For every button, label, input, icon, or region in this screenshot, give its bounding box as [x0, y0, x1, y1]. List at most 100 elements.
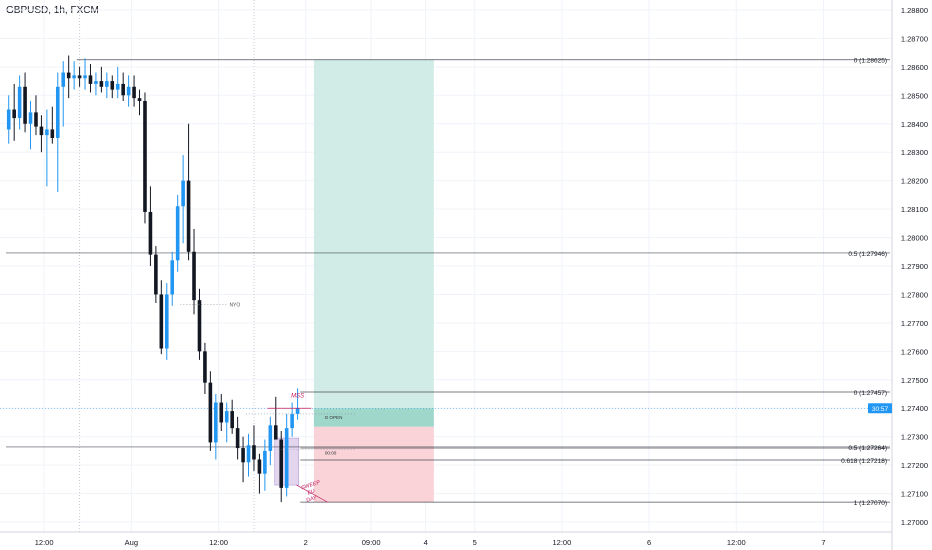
price-tick-label: 1.27400	[901, 404, 928, 413]
time-tick-label: 12:00	[209, 538, 228, 547]
candle-body	[23, 86, 27, 124]
candle-body	[192, 251, 196, 301]
candle-body	[154, 254, 158, 295]
time-tick-label: 2	[304, 538, 308, 547]
candle-body	[208, 382, 213, 443]
candle-body	[94, 81, 98, 84]
candle-body	[50, 129, 55, 138]
mss-label: MSS	[291, 394, 304, 400]
candle-body	[186, 180, 191, 252]
price-tick-label: 1.28200	[901, 177, 928, 186]
candle-body	[83, 75, 87, 79]
sweep-label: EU	[307, 488, 316, 496]
candle-body	[110, 81, 115, 90]
candle-body	[181, 180, 185, 207]
price-tick-label: 1.28700	[901, 34, 928, 43]
fib-level-label: 0.5 (1.27264)	[848, 445, 887, 452]
candles	[6, 55, 300, 503]
candle-body	[246, 445, 251, 463]
candle-body	[105, 81, 109, 87]
candle-body	[148, 211, 153, 255]
time-tick-label: 09:00	[362, 538, 381, 547]
candle-body	[34, 112, 38, 127]
candle-body	[290, 413, 294, 429]
time-tick-label: 5	[473, 538, 477, 547]
candle-body	[12, 109, 16, 119]
fib-level-label: 0 (1.27457)	[854, 390, 887, 397]
fib-levels: 0 (1.28625) 0.5 (1.27946) 0 (1.27457) 0.5 (…	[0, 58, 892, 507]
time-tick-label: 12:00	[727, 538, 746, 547]
price-tick-label: 1.28000	[901, 234, 928, 243]
price-tick-label: 1.27700	[901, 319, 928, 328]
candle-body	[159, 294, 164, 349]
candle-body	[17, 86, 22, 119]
candle-body	[115, 83, 120, 90]
price-tick-label: 1.28600	[901, 63, 928, 72]
price-tick-label: 1.27900	[901, 262, 928, 271]
price-tick-label: 1.27100	[901, 490, 928, 499]
time-tick-label: 7	[821, 538, 825, 547]
candle-body	[164, 294, 169, 349]
candle-body	[273, 425, 278, 440]
candle-body	[224, 411, 229, 423]
candle-body	[55, 86, 60, 138]
price-tick-label: 1.28300	[901, 148, 928, 157]
fib-level-label: 0 (1.28625)	[854, 58, 887, 65]
candle-body	[99, 81, 104, 87]
candle-body	[230, 411, 234, 429]
open-profit-zone	[313, 408, 434, 427]
price-axis-bg	[892, 0, 932, 550]
candle-body	[45, 129, 49, 136]
candle-body	[241, 448, 245, 463]
price-tick-label: 1.27000	[901, 518, 928, 527]
candle-body	[279, 439, 284, 488]
candle-body	[88, 75, 93, 84]
price-badge	[868, 403, 892, 414]
candle-body	[257, 459, 262, 474]
price-tick-label: 1.27800	[901, 290, 928, 299]
price-tick-label: 1.27200	[901, 461, 928, 470]
candle-body	[39, 126, 44, 136]
time-tick-label: 4	[424, 538, 428, 547]
price-tick-label: 1.27300	[901, 433, 928, 442]
price-tick-label: 1.28100	[901, 205, 928, 214]
candle-body	[284, 428, 289, 488]
target-zone	[313, 59, 434, 427]
candle-body	[66, 72, 71, 79]
sweep-label: DAY	[306, 495, 318, 504]
time-tick-label: Aug	[125, 538, 138, 547]
candle-body	[77, 75, 82, 79]
candle-body	[197, 300, 202, 352]
sweep-pointer	[296, 484, 328, 503]
price-badge-label: 30:57	[872, 406, 889, 413]
position-zones	[274, 59, 434, 503]
price-tick-label: 1.28500	[901, 91, 928, 100]
candle-body	[170, 260, 175, 295]
candle-body	[219, 402, 224, 423]
candle-body	[263, 450, 267, 474]
candle-body	[28, 112, 33, 124]
d-open-label: D OPEN	[325, 415, 343, 420]
fib-level-label: 0.618 (1.27218)	[841, 458, 887, 465]
candle-body	[143, 100, 147, 212]
sweep-label: SWEEP	[301, 480, 322, 492]
candle-body	[121, 83, 125, 96]
candle-body	[235, 428, 240, 449]
price-tick-label: 1.27500	[901, 376, 928, 385]
candle-body	[175, 206, 180, 261]
candle-body	[6, 109, 11, 130]
candle-body	[72, 75, 76, 79]
time-tick-label: 6	[647, 538, 651, 547]
candle-body	[61, 72, 66, 87]
candle-body	[214, 402, 218, 443]
time-tick-label: 12:00	[35, 538, 54, 547]
chart-symbol-title: GBPUSD, 1h, FXCM	[6, 5, 99, 16]
fib-level-label: 0.5 (1.27946)	[848, 251, 887, 258]
time-tick-label: 12:00	[553, 538, 572, 547]
candle-body	[126, 86, 131, 96]
candle-body	[252, 445, 256, 460]
fib-level-label: 1 (1.27070)	[854, 500, 887, 507]
